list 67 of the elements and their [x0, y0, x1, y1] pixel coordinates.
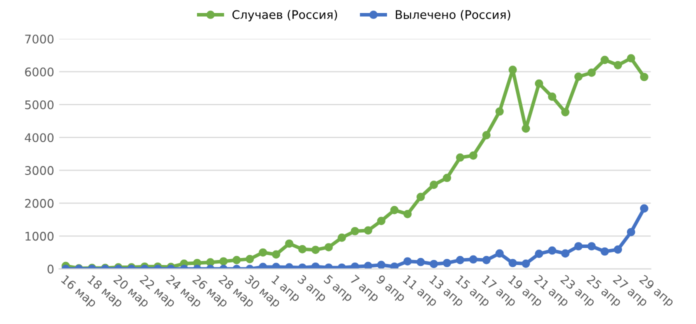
- point: [561, 249, 570, 258]
- legend-label: Вылечено (Россия): [396, 10, 510, 20]
- point: [495, 249, 504, 258]
- y-tick-label: 7000: [25, 34, 54, 44]
- point: [469, 151, 478, 160]
- point: [377, 260, 386, 269]
- point: [640, 72, 648, 82]
- point: [482, 131, 491, 140]
- point: [219, 257, 228, 266]
- y-tick-label: 4000: [24, 133, 54, 142]
- point: [338, 234, 346, 242]
- point: [390, 206, 399, 214]
- point: [442, 174, 452, 182]
- y-tick-label: 3000: [25, 166, 54, 175]
- point: [614, 245, 622, 254]
- point: [574, 242, 583, 250]
- point: [311, 246, 320, 254]
- point: [469, 255, 478, 264]
- point: [246, 254, 254, 264]
- point: [456, 256, 464, 264]
- point: [430, 180, 438, 189]
- point: [534, 250, 544, 258]
- point: [430, 260, 438, 268]
- point: [508, 258, 517, 268]
- y-tick-label: 5000: [25, 100, 54, 110]
- point: [298, 245, 307, 254]
- y-tick-label: 2000: [25, 198, 54, 208]
- point: [640, 204, 648, 213]
- point: [626, 54, 636, 62]
- point: [600, 56, 609, 64]
- point: [548, 92, 556, 101]
- point: [350, 262, 360, 269]
- point: [561, 108, 570, 116]
- point: [416, 192, 425, 202]
- point: [272, 250, 280, 259]
- point: [403, 210, 412, 218]
- point: [456, 153, 464, 162]
- point: [258, 248, 268, 257]
- point: [364, 262, 372, 269]
- point: [626, 228, 636, 236]
- point: [364, 226, 372, 235]
- y-tick-label: 0: [48, 264, 54, 274]
- point: [508, 66, 517, 74]
- point: [416, 258, 425, 266]
- point: [285, 239, 294, 248]
- y-tick-label: 6000: [25, 67, 54, 76]
- y-tick-label: 1000: [26, 232, 54, 241]
- point: [206, 258, 215, 267]
- point: [377, 216, 386, 226]
- point: [390, 262, 399, 269]
- point: [495, 107, 504, 116]
- point: [600, 247, 609, 256]
- point: [614, 61, 622, 70]
- point: [522, 124, 530, 133]
- point: [232, 256, 241, 264]
- point: [574, 72, 583, 81]
- point: [522, 259, 530, 268]
- point: [548, 246, 556, 255]
- legend-label: Случаев (Россия): [232, 10, 338, 22]
- point: [482, 256, 491, 264]
- point: [534, 79, 544, 88]
- point: [403, 257, 412, 266]
- point: [324, 243, 333, 252]
- point: [350, 226, 360, 236]
- point: [587, 242, 596, 250]
- point: [587, 68, 596, 77]
- point: [442, 258, 452, 268]
